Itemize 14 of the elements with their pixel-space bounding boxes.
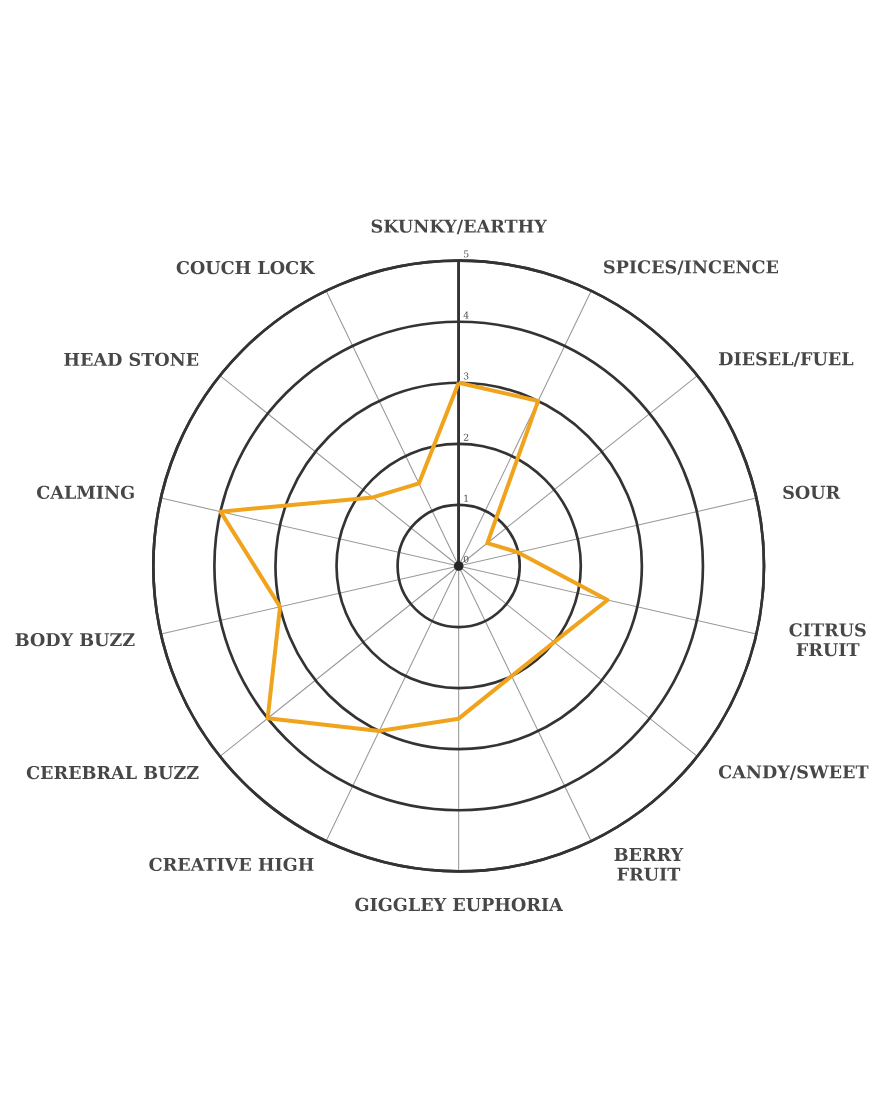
spoke-label: SKUNKY/EARTHY — [371, 219, 547, 235]
spoke-label: CANDY/SWEET — [718, 765, 869, 780]
spoke-label: SOUR — [783, 485, 841, 499]
spoke-label: HEAD STONE — [64, 352, 199, 367]
spoke-label: CEREBRAL BUZZ — [26, 765, 199, 780]
spoke-label: CALMING — [37, 485, 134, 499]
spoke-label: SPICES/INCENCE — [604, 260, 778, 275]
spoke-label: CREATIVE HIGH — [149, 857, 314, 872]
spoke-label: DIESEL/FUEL — [719, 352, 854, 367]
spoke-label: BODY BUZZ — [15, 633, 135, 647]
spoke-label: BERRY FRUIT — [614, 848, 684, 881]
spoke-label: GIGGLEY EUPHORIA — [355, 897, 563, 912]
spoke-label: COUCH LOCK — [176, 260, 315, 275]
spoke-label: CITRUS FRUIT — [789, 623, 866, 657]
